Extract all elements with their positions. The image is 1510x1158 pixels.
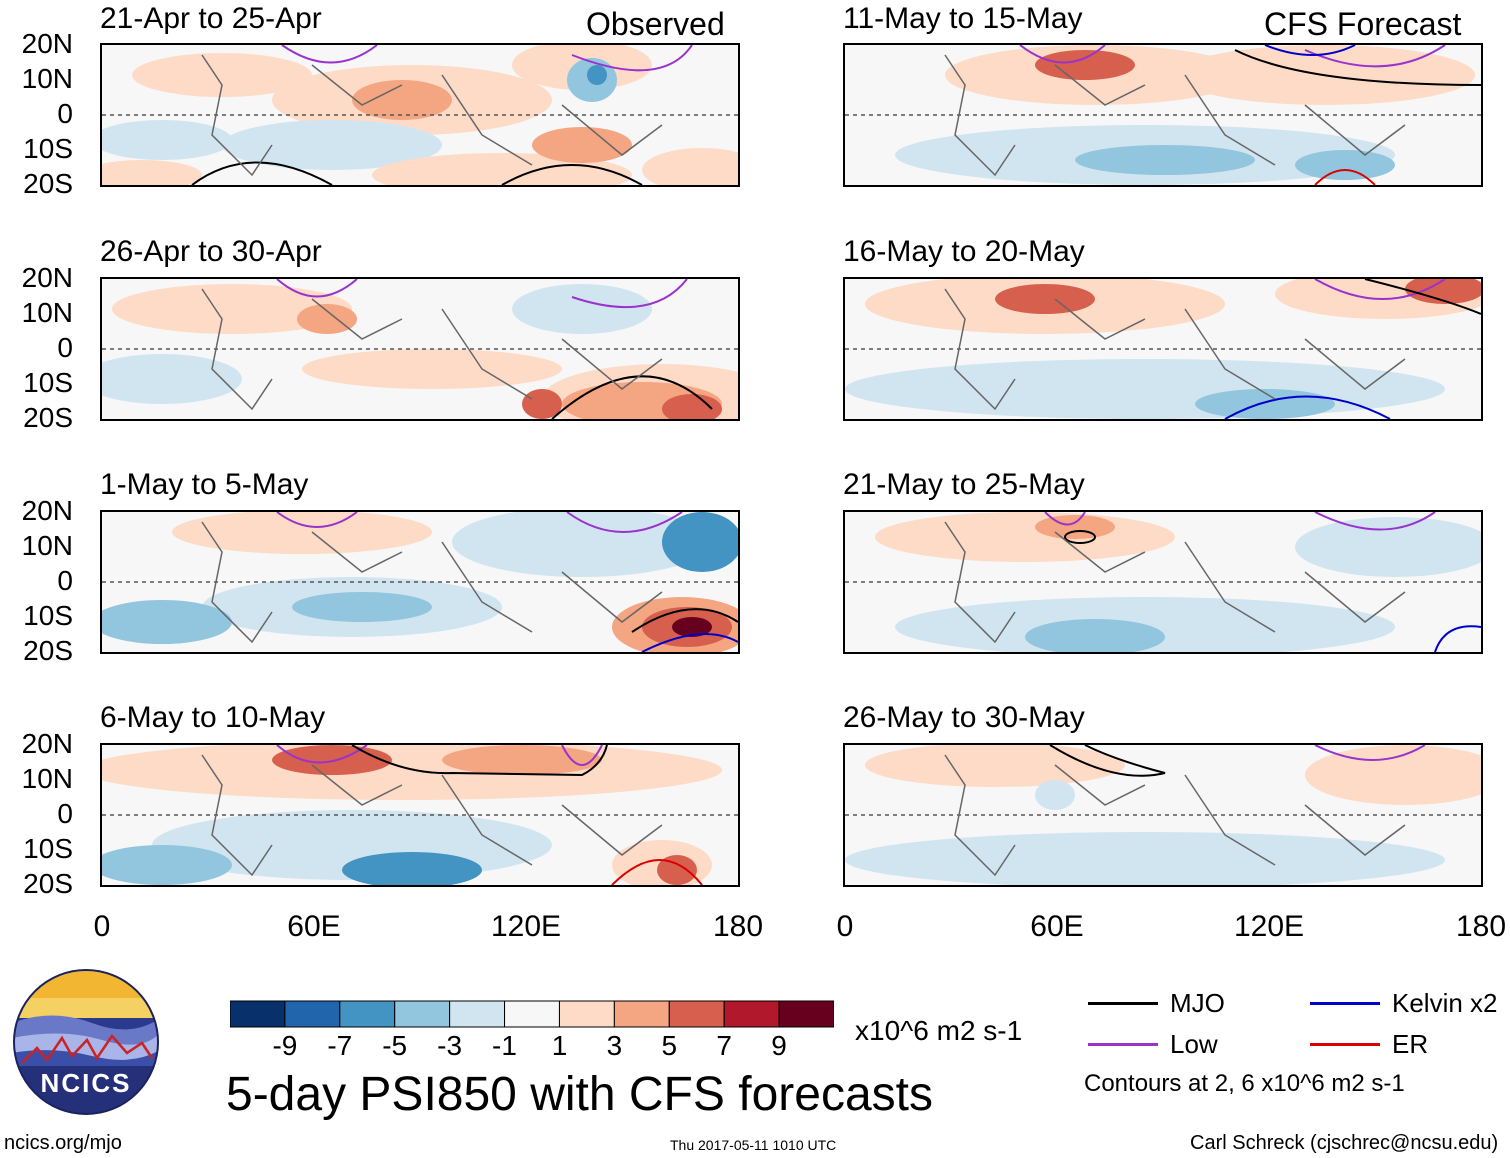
- panel-title-r2: 16-May to 20-May: [843, 235, 1085, 268]
- colorbar-swatch: [339, 1000, 396, 1028]
- colorbar-swatch: [778, 1000, 835, 1028]
- colorbar-units: x10^6 m2 s-1: [855, 1015, 1023, 1046]
- panel-title-r3: 21-May to 25-May: [843, 468, 1085, 501]
- low-legend-label: Low: [1170, 1029, 1218, 1059]
- colorbar-tick-label: 9: [771, 1030, 787, 1061]
- low-legend-line: [1088, 1043, 1158, 1046]
- footer-timestamp: Thu 2017-05-11 1010 UTC: [670, 1137, 837, 1153]
- lon-label: 0: [836, 910, 854, 943]
- map-panel-r4: [843, 743, 1483, 887]
- lat-label: 20S: [23, 635, 73, 666]
- lon-label: 120E: [490, 910, 562, 943]
- kelvin-legend-line: [1310, 1002, 1380, 1005]
- mjo-legend-line: [1088, 1002, 1158, 1005]
- map-panel-r3: [843, 510, 1483, 654]
- lat-label: 20S: [23, 402, 73, 433]
- colorbar-swatch: [504, 1000, 560, 1028]
- colorbar-tick-label: 5: [661, 1030, 678, 1061]
- lon-label: 60E: [1030, 910, 1084, 943]
- colorbar-swatch: [449, 1000, 506, 1028]
- colorbar-swatch: [394, 1000, 451, 1028]
- lat-label: 20S: [23, 168, 73, 199]
- lat-label: 10S: [23, 133, 73, 164]
- lon-label: 180: [1455, 910, 1507, 943]
- lon-label: 120E: [1233, 910, 1305, 943]
- lon-label: 180: [712, 910, 764, 943]
- lat-label: 10N: [21, 297, 73, 328]
- colorbar-swatch: [229, 1000, 286, 1028]
- cfs-forecast-label: CFS Forecast: [1264, 6, 1462, 42]
- lat-label: 10S: [23, 833, 73, 864]
- lat-label: 10S: [23, 600, 73, 631]
- panel-title-l2: 26-Apr to 30-Apr: [100, 235, 322, 268]
- colorbar-tick-label: 1: [551, 1030, 568, 1061]
- lon-label: 0: [93, 910, 111, 943]
- colorbar-tick-label: -3: [437, 1030, 463, 1061]
- panel-title-l3: 1-May to 5-May: [100, 468, 309, 501]
- contour-note: Contours at 2, 6 x10^6 m2 s-1: [1084, 1070, 1405, 1097]
- footer-url[interactable]: ncics.org/mjo: [4, 1132, 122, 1154]
- panel-title-r4: 26-May to 30-May: [843, 701, 1085, 734]
- lat-label: 20N: [21, 728, 73, 759]
- map-panel-l2: [100, 277, 740, 421]
- colorbar-swatch: [558, 1000, 615, 1028]
- main-title: 5-day PSI850 with CFS forecasts: [226, 1068, 933, 1121]
- er-legend-label: ER: [1392, 1029, 1429, 1059]
- ncics-logo: NCICS: [12, 968, 160, 1116]
- colorbar-tick-label: 7: [716, 1030, 732, 1061]
- lat-label: 0: [57, 98, 73, 129]
- lat-label: 20N: [21, 28, 73, 59]
- er-legend-line: [1310, 1043, 1380, 1046]
- panel-title-l4: 6-May to 10-May: [100, 701, 326, 734]
- lat-label: 0: [57, 565, 73, 596]
- lat-label: 20N: [21, 495, 73, 526]
- lat-label: 0: [57, 798, 73, 829]
- panel-title-l1: 21-Apr to 25-Apr: [100, 2, 322, 35]
- lat-label: 10N: [21, 763, 73, 794]
- colorbar-swatch: [613, 1000, 670, 1028]
- colorbar-tick-label: -7: [327, 1030, 353, 1061]
- lat-label: 20S: [23, 868, 73, 899]
- mjo-legend-label: MJO: [1170, 988, 1225, 1018]
- colorbar: [229, 1000, 835, 1033]
- colorbar-swatch: [284, 1000, 341, 1028]
- lat-label: 10N: [21, 63, 73, 94]
- map-panel-r2: [843, 277, 1483, 421]
- colorbar-tick-label: -1: [492, 1030, 517, 1061]
- map-panel-l1: [100, 43, 740, 187]
- colorbar-tick-label: 3: [606, 1030, 623, 1061]
- lat-label: 10S: [23, 367, 73, 398]
- logo-text: NCICS: [41, 1068, 132, 1098]
- map-panel-l3: [100, 510, 740, 654]
- kelvin-legend-label: Kelvin x2: [1392, 988, 1498, 1018]
- colorbar-tick-label: -5: [382, 1030, 408, 1061]
- observed-label: Observed: [586, 6, 725, 42]
- lat-label: 10N: [21, 530, 73, 561]
- lon-label: 60E: [287, 910, 341, 943]
- colorbar-tick-label: -9: [272, 1030, 298, 1061]
- colorbar-swatch: [723, 1000, 780, 1028]
- lat-label: 20N: [21, 262, 73, 293]
- panel-title-r1: 11-May to 15-May: [843, 2, 1083, 35]
- lat-label: 0: [57, 332, 73, 363]
- footer-credit: Carl Schreck (cjschrec@ncsu.edu): [1190, 1132, 1499, 1154]
- map-panel-l4: [100, 743, 740, 887]
- colorbar-swatch: [668, 1000, 725, 1028]
- map-panel-r1: [843, 43, 1483, 187]
